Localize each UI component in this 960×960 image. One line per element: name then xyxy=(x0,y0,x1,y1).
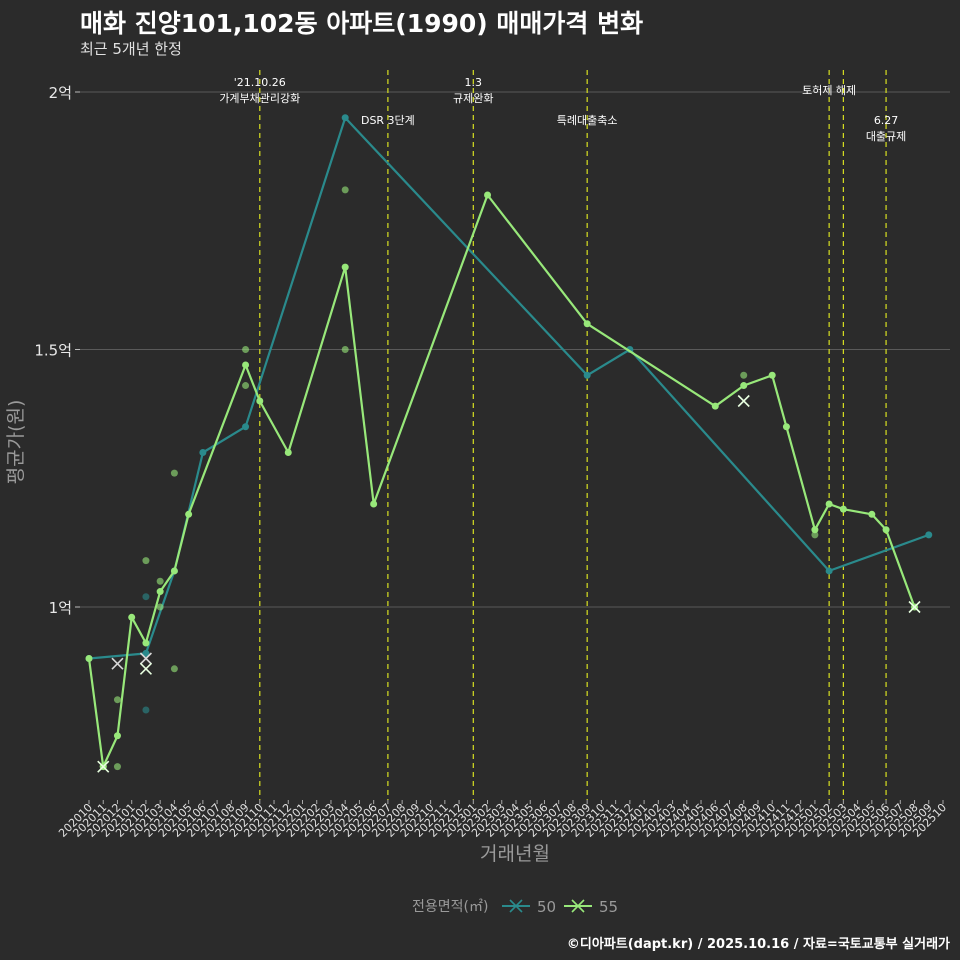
legend-item-55: 55 xyxy=(564,898,618,916)
line-point xyxy=(882,526,890,534)
data-point xyxy=(142,593,150,601)
line-point xyxy=(811,526,819,534)
event-label: '21.10.26 xyxy=(234,76,286,89)
legend-x-icon xyxy=(509,899,523,913)
data-point xyxy=(142,557,150,565)
data-point xyxy=(740,371,748,379)
line-point xyxy=(142,639,150,647)
line-point xyxy=(242,361,250,369)
line-point xyxy=(868,510,876,518)
line-point xyxy=(370,500,378,508)
data-point xyxy=(170,665,178,673)
data-point xyxy=(242,346,250,353)
y-tick-label: 1억 xyxy=(49,599,72,617)
cancelled-marker xyxy=(139,652,152,665)
line-point xyxy=(583,371,591,379)
series-50 xyxy=(85,114,933,714)
event-label: 6.27 xyxy=(874,114,899,127)
cancelled-marker xyxy=(97,760,110,773)
legend-title: 전용면적(㎡) xyxy=(412,899,488,915)
line-point xyxy=(484,191,492,199)
series-line xyxy=(87,193,916,768)
line-point xyxy=(256,397,264,405)
y-tick-label: 2억 xyxy=(49,84,72,102)
data-point xyxy=(341,186,349,194)
data-point xyxy=(811,531,819,539)
event-label: 규제완화 xyxy=(453,92,493,105)
line-point xyxy=(242,423,250,431)
line-point xyxy=(185,510,193,518)
y-axis-ticks: 1억 1.5억 2억 xyxy=(34,84,80,617)
line-point xyxy=(825,567,833,575)
line-point xyxy=(839,505,847,513)
line-point xyxy=(341,263,349,271)
event-label: DSR 3단계 xyxy=(361,114,415,127)
line-point xyxy=(782,423,790,431)
event-label: 1.3 xyxy=(465,76,483,89)
legend-label: 55 xyxy=(599,898,618,916)
data-point xyxy=(113,696,121,704)
source-caption: ©디아파트(dapt.kr) / 2025.10.16 / 자료=국토교통부 실… xyxy=(566,937,950,952)
series-line xyxy=(88,116,930,660)
event-label: 특례대출축소 xyxy=(557,114,618,127)
line-point xyxy=(825,500,833,508)
series-55 xyxy=(85,186,921,773)
legend-item-50: 50 xyxy=(502,898,556,916)
legend: 전용면적(㎡) 50 55 xyxy=(412,898,618,916)
x-axis-label: 거래년월 xyxy=(480,843,550,865)
data-point xyxy=(170,469,178,477)
line-point xyxy=(199,449,207,456)
line-point xyxy=(156,588,164,596)
data-point xyxy=(113,763,121,771)
legend-x-icon xyxy=(571,899,585,913)
data-point xyxy=(156,577,164,585)
chart-title: 매화 진양101,102동 아파트(1990) 매매가격 변화 xyxy=(80,9,644,38)
data-point xyxy=(341,346,349,353)
line-point xyxy=(128,613,136,621)
line-point xyxy=(85,655,93,662)
event-label: 가계부채관리강화 xyxy=(219,92,300,105)
y-tick-label: 1.5억 xyxy=(34,342,72,360)
cancelled-marker xyxy=(111,657,124,670)
data-point xyxy=(156,603,164,611)
line-point xyxy=(142,649,150,657)
event-label: 대출규제 xyxy=(866,130,906,143)
y-gridlines xyxy=(75,91,950,608)
line-point xyxy=(284,449,292,456)
line-point xyxy=(341,114,349,122)
y-axis-label: 평균가(원) xyxy=(5,400,27,485)
line-point xyxy=(583,320,591,328)
cancelled-marker xyxy=(737,394,750,408)
x-axis-ticks: 2020102020112020122021012021022021032021… xyxy=(56,800,949,840)
line-point xyxy=(740,382,748,390)
line-point xyxy=(170,567,178,575)
line-point xyxy=(113,732,121,740)
legend-label: 50 xyxy=(537,898,556,916)
data-point xyxy=(142,706,150,714)
line-point xyxy=(711,402,719,410)
line-point xyxy=(925,531,933,539)
cancelled-marker xyxy=(908,600,921,614)
series-group xyxy=(85,114,933,773)
cancelled-marker xyxy=(139,662,152,675)
data-point xyxy=(242,382,250,390)
event-label: 토허제 해제 xyxy=(802,83,856,97)
chart-subtitle: 최근 5개년 한정 xyxy=(80,40,182,58)
line-point xyxy=(768,371,776,379)
